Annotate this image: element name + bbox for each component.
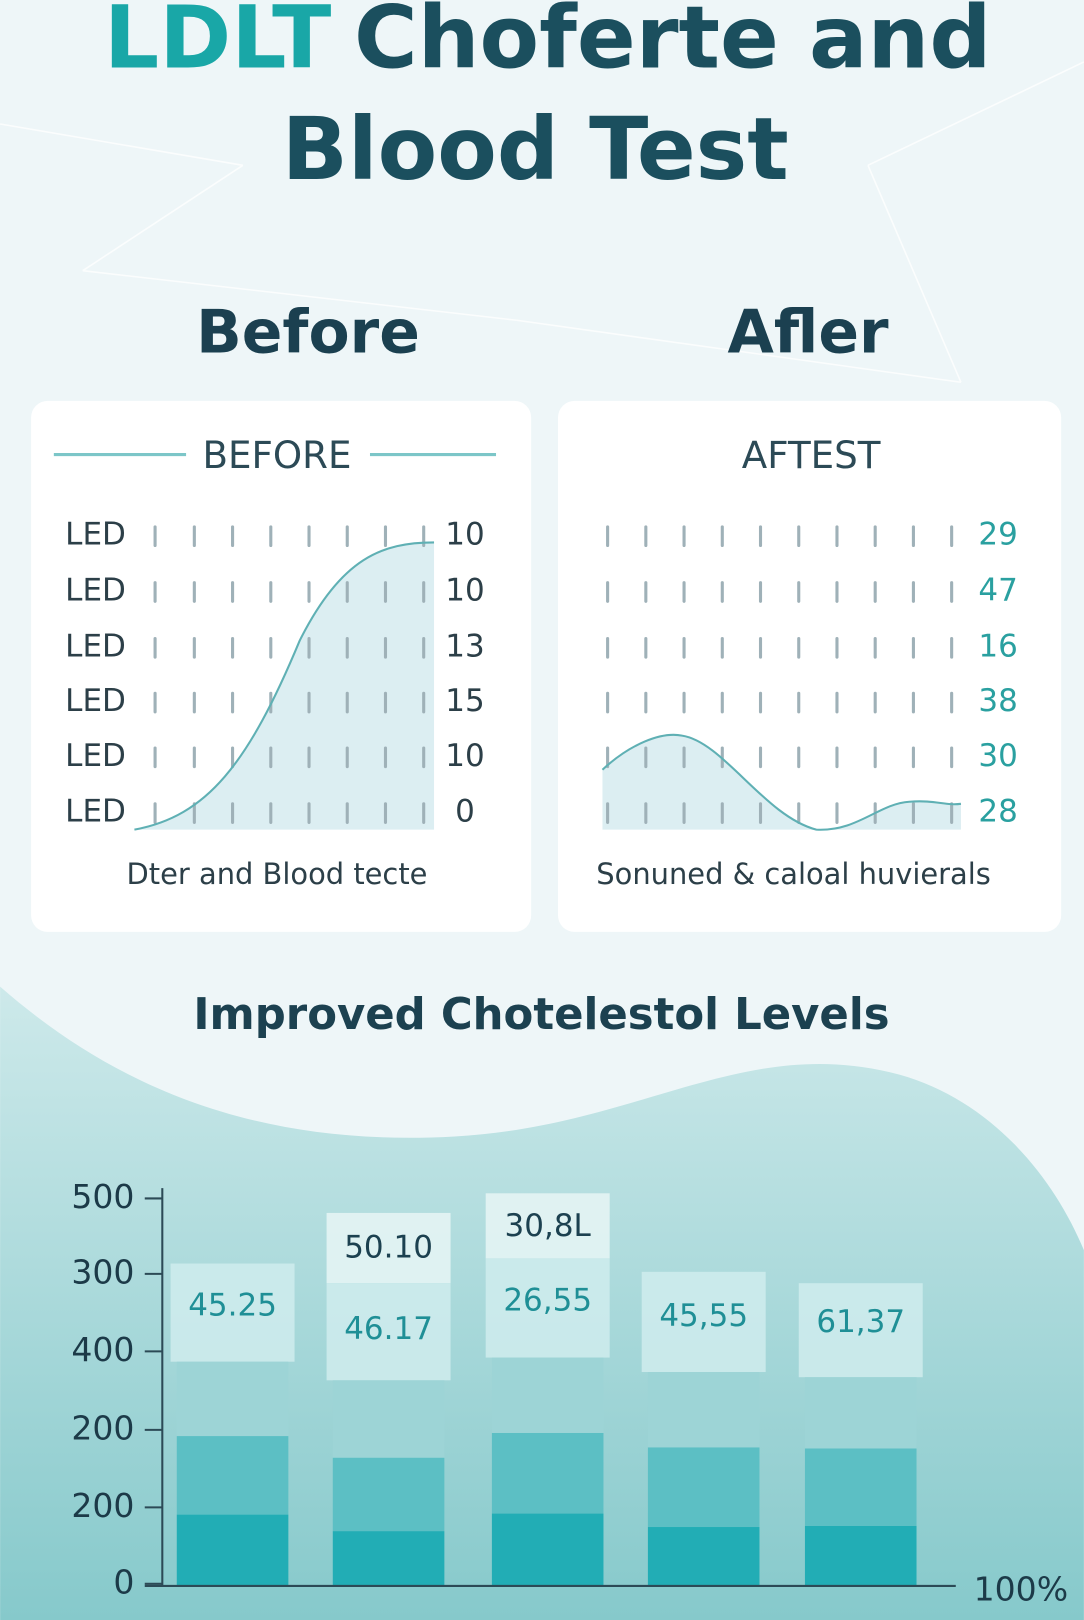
- after-rows: 29 47 16 38 30 28: [978, 517, 1017, 830]
- after-card-title: AFTEST: [742, 433, 881, 477]
- title-accent: LDLT: [104, 0, 331, 88]
- bar-segment: [332, 1380, 445, 1458]
- row-label: LED: [65, 628, 126, 664]
- axis-label: 400: [71, 1330, 134, 1369]
- bar-label: 46.17: [344, 1311, 433, 1347]
- row-label: LED: [65, 794, 126, 830]
- bar-segment: [491, 1513, 604, 1586]
- bar-segment: [647, 1447, 760, 1528]
- before-rows: LED LED LED LED LED LED 10 10 13 15 10 0: [65, 517, 485, 830]
- bar-segment: [804, 1525, 917, 1586]
- bar-label-box: [641, 1271, 766, 1373]
- axis-label: 0: [113, 1562, 134, 1601]
- bar-label-box: [485, 1258, 610, 1358]
- row-value: 47: [978, 573, 1017, 609]
- axis-label: 500: [71, 1177, 134, 1216]
- network-decoration: [0, 61, 1084, 384]
- before-heading: Before: [196, 297, 420, 367]
- row-value: 10: [445, 517, 484, 553]
- before-area: [134, 542, 435, 830]
- title-rest: Choferte and: [354, 0, 991, 88]
- bar-segment: [176, 1436, 289, 1515]
- bar-label-box: [798, 1283, 923, 1378]
- title: LDLT Choferte and: [104, 0, 992, 88]
- row-value: 10: [445, 573, 484, 609]
- row-label: LED: [65, 738, 126, 774]
- after-card: [558, 400, 1062, 932]
- axis-labels: 500 300 400 200 200 0: [71, 1177, 163, 1601]
- bar-segment: [647, 1372, 760, 1448]
- before-curve: [134, 541, 435, 831]
- row-value: 15: [445, 683, 484, 719]
- bar-segment: [332, 1531, 445, 1586]
- row-label: LED: [65, 517, 126, 553]
- title-line2: Blood Test: [282, 99, 789, 200]
- bar-label: 26,55: [503, 1282, 592, 1318]
- before-card: [31, 400, 532, 932]
- row-value: 10: [445, 738, 484, 774]
- row-value: 28: [978, 794, 1017, 830]
- bar-segment: [804, 1448, 917, 1526]
- row-value: 13: [445, 628, 484, 664]
- bar-label: 61,37: [816, 1304, 905, 1340]
- axis-label: 300: [71, 1252, 134, 1291]
- row-value: 30: [978, 738, 1017, 774]
- after-heading: Afler: [728, 297, 889, 367]
- bar-label: 45.25: [188, 1287, 277, 1323]
- axis-label: 200: [71, 1486, 134, 1525]
- bar-label-box: [170, 1263, 295, 1362]
- bar-segment: [176, 1361, 289, 1437]
- before-card-title: BEFORE: [202, 433, 351, 477]
- bar-label: 45,55: [659, 1298, 748, 1334]
- row-label: LED: [65, 573, 126, 609]
- levels-title: Improved Chotelestol Levels: [193, 990, 889, 1040]
- bar-segment: [647, 1527, 760, 1586]
- bar-segment: [491, 1357, 604, 1433]
- row-value: 0: [455, 794, 475, 830]
- bar-segment: [491, 1432, 604, 1514]
- after-ticks: [606, 525, 954, 824]
- after-area: [602, 734, 961, 830]
- before-ticks: [153, 525, 426, 824]
- bar-label-box: [485, 1193, 610, 1259]
- bar-label-box: [326, 1283, 451, 1381]
- after-curve: [601, 733, 962, 831]
- bar-segment: [176, 1514, 289, 1586]
- axis-label: 200: [71, 1408, 134, 1447]
- row-value: 38: [978, 683, 1017, 719]
- bars: 45.25 50.10 46.17 30,8L 26,55 45,55 61,37: [170, 1193, 923, 1586]
- before-caption: Dter and Blood tecte: [127, 857, 428, 891]
- row-value: 29: [978, 517, 1017, 553]
- bar-label: 50.10: [344, 1230, 433, 1266]
- axis-end-label: 100%: [974, 1570, 1068, 1609]
- after-caption: Sonuned & caloal huvierals: [596, 857, 991, 891]
- row-value: 16: [978, 628, 1017, 664]
- row-label: LED: [65, 683, 126, 719]
- bar-segment: [332, 1457, 445, 1532]
- bar-segment: [804, 1377, 917, 1449]
- bar-label: 30,8L: [505, 1208, 592, 1244]
- bar-label-box: [326, 1212, 451, 1284]
